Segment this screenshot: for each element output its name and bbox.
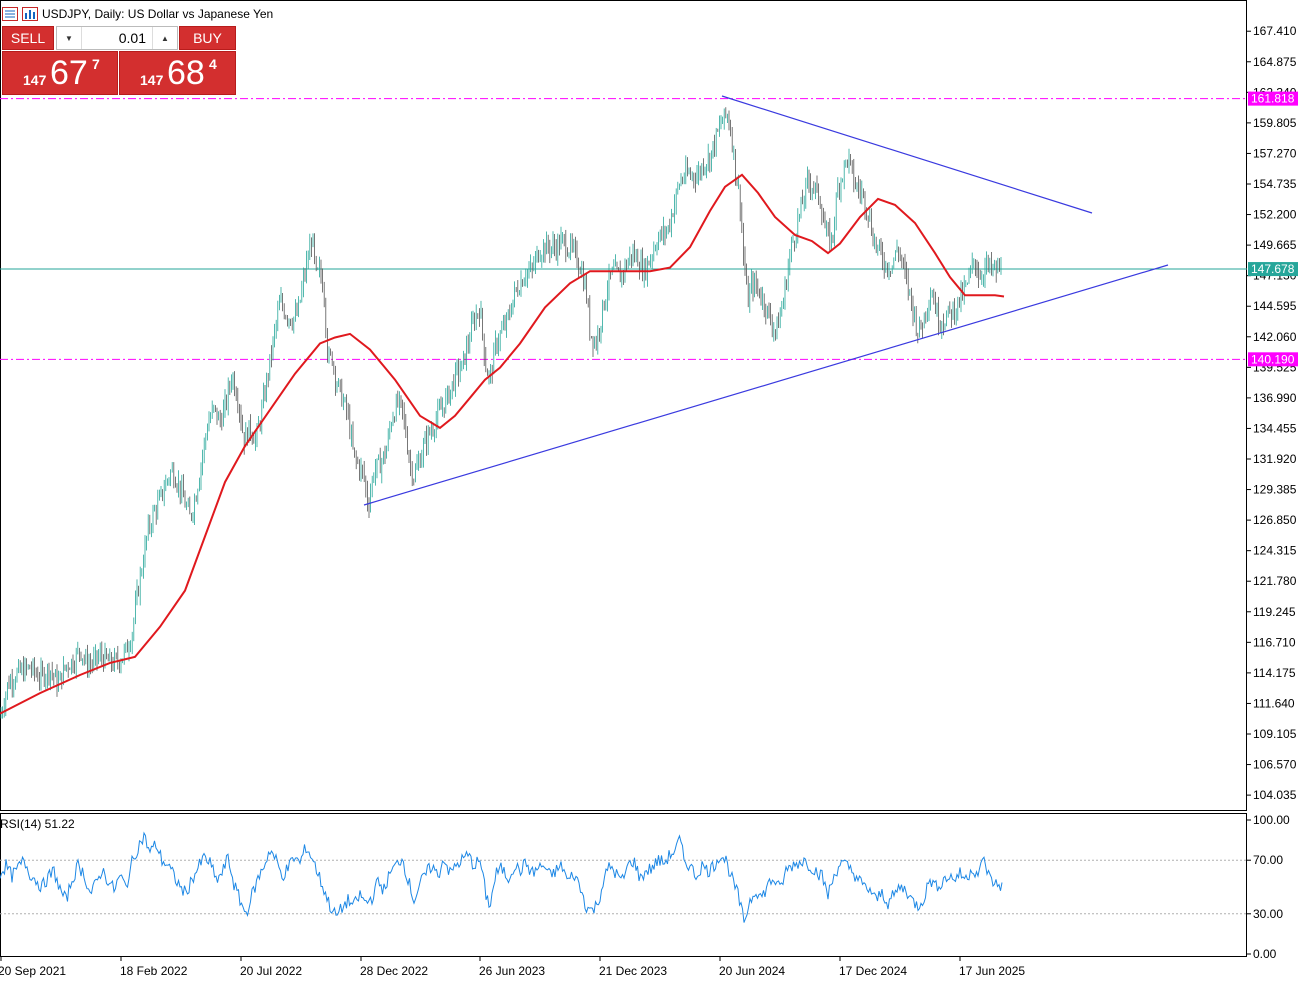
price-tags: 161.818 140.190 147.678 <box>1248 91 1298 367</box>
price-tick-label: 111.640 <box>1253 696 1295 710</box>
horizontal-levels[interactable] <box>0 98 1247 360</box>
price-tick-label: 104.035 <box>1253 788 1297 802</box>
price-tick-label: 129.385 <box>1253 483 1297 497</box>
sell-price-fraction: 7 <box>92 56 100 72</box>
chart-header: USDJPY, Daily: US Dollar vs Japanese Yen <box>2 5 273 23</box>
price-tick-label: 114.175 <box>1253 666 1296 680</box>
current-price-tag: 147.678 <box>1251 262 1295 276</box>
time-tick-label: 28 Dec 2022 <box>360 964 428 978</box>
price-tick-label: 149.665 <box>1253 238 1297 252</box>
lower-trendline[interactable] <box>363 264 1169 506</box>
sell-price-pips: 67 <box>50 54 88 92</box>
upper-trendline[interactable] <box>721 95 1093 214</box>
price-tick-label: 157.270 <box>1253 146 1297 160</box>
buy-price-fraction: 4 <box>209 56 217 72</box>
price-tick-label: 109.105 <box>1253 727 1297 741</box>
time-tick-label: 17 Jun 2025 <box>959 964 1025 978</box>
rsi-level-lines <box>0 859 1247 915</box>
rsi-indicator-label: RSI(14) 51.22 <box>0 817 75 831</box>
price-tick-label: 126.850 <box>1253 513 1297 527</box>
price-tick-label: 106.570 <box>1253 758 1297 772</box>
time-tick-label: 20 Jun 2024 <box>719 964 785 978</box>
moving-average-line <box>0 173 1005 715</box>
rsi-tick-label: 70.00 <box>1253 853 1283 867</box>
level-price-tag: 161.818 <box>1251 92 1295 106</box>
time-tick-label: 26 Jun 2023 <box>479 964 545 978</box>
sell-price-prefix: 147 <box>23 72 47 88</box>
rsi-line <box>0 831 1003 923</box>
time-tick-label: 21 Dec 2023 <box>599 964 667 978</box>
current-price-tag-bg <box>1248 262 1298 277</box>
buy-price-pips: 68 <box>167 54 205 92</box>
price-tick-label: 131.920 <box>1253 452 1297 466</box>
bar-chart-icon[interactable] <box>22 7 38 21</box>
price-tick-label: 159.805 <box>1253 116 1297 130</box>
time-axis[interactable]: 20 Sep 2021 18 Feb 2022 20 Jul 2022 28 Dec … <box>0 957 1025 978</box>
price-tick-label: 164.875 <box>1253 55 1297 69</box>
price-tick-label: 124.315 <box>1253 544 1297 558</box>
sell-button[interactable]: SELL <box>2 26 54 50</box>
buy-price-display[interactable]: 147 68 4 <box>119 51 236 95</box>
lot-size-value[interactable]: 0.01 <box>118 30 146 46</box>
window-list-icon[interactable] <box>2 7 18 21</box>
price-candles <box>0 107 1002 719</box>
rsi-axis[interactable]: 100.00 70.00 30.00 0.00 <box>1247 813 1290 961</box>
price-tick-label: 142.060 <box>1253 330 1297 344</box>
lot-decrease-icon[interactable]: ▼ <box>57 27 82 49</box>
buy-price-prefix: 147 <box>140 72 164 88</box>
chart-title: USDJPY, Daily: US Dollar vs Japanese Yen <box>42 7 274 21</box>
price-tick-label: 144.595 <box>1253 299 1297 313</box>
price-tick-label: 134.455 <box>1253 421 1297 435</box>
level-price-tag-bg <box>1248 91 1298 106</box>
one-click-trading-panel: SELL ▼ 0.01 ▲ BUY 147 67 7 147 68 4 <box>2 26 236 96</box>
trendlines[interactable] <box>363 95 1169 506</box>
sell-price-display[interactable]: 147 67 7 <box>2 51 118 95</box>
lot-increase-icon[interactable]: ▲ <box>152 27 177 49</box>
price-tick-label: 119.245 <box>1253 605 1296 619</box>
time-tick-label: 18 Feb 2022 <box>120 964 188 978</box>
price-tick-label: 121.780 <box>1253 574 1297 588</box>
lot-size-field[interactable]: ▼ 0.01 ▲ <box>56 26 178 50</box>
level-price-tag: 140.190 <box>1251 352 1295 366</box>
time-tick-label: 20 Jul 2022 <box>240 964 302 978</box>
buy-button[interactable]: BUY <box>179 26 236 50</box>
price-tick-label: 154.735 <box>1253 177 1297 191</box>
rsi-tick-label: 100.00 <box>1253 813 1290 827</box>
price-tick-label: 116.710 <box>1253 635 1296 649</box>
chart-frame <box>0 0 1247 957</box>
price-tick-label: 167.410 <box>1253 24 1297 38</box>
level-price-tag-bg <box>1248 352 1298 367</box>
rsi-tick-label: 0.00 <box>1253 947 1277 961</box>
time-tick-label: 17 Dec 2024 <box>839 964 907 978</box>
price-tick-label: 136.990 <box>1253 391 1297 405</box>
rsi-tick-label: 30.00 <box>1253 907 1283 921</box>
price-axis[interactable]: 167.410164.875162.340159.805157.270154.7… <box>1247 24 1297 802</box>
price-tick-label: 152.200 <box>1253 208 1297 222</box>
time-tick-label: 20 Sep 2021 <box>0 964 66 978</box>
